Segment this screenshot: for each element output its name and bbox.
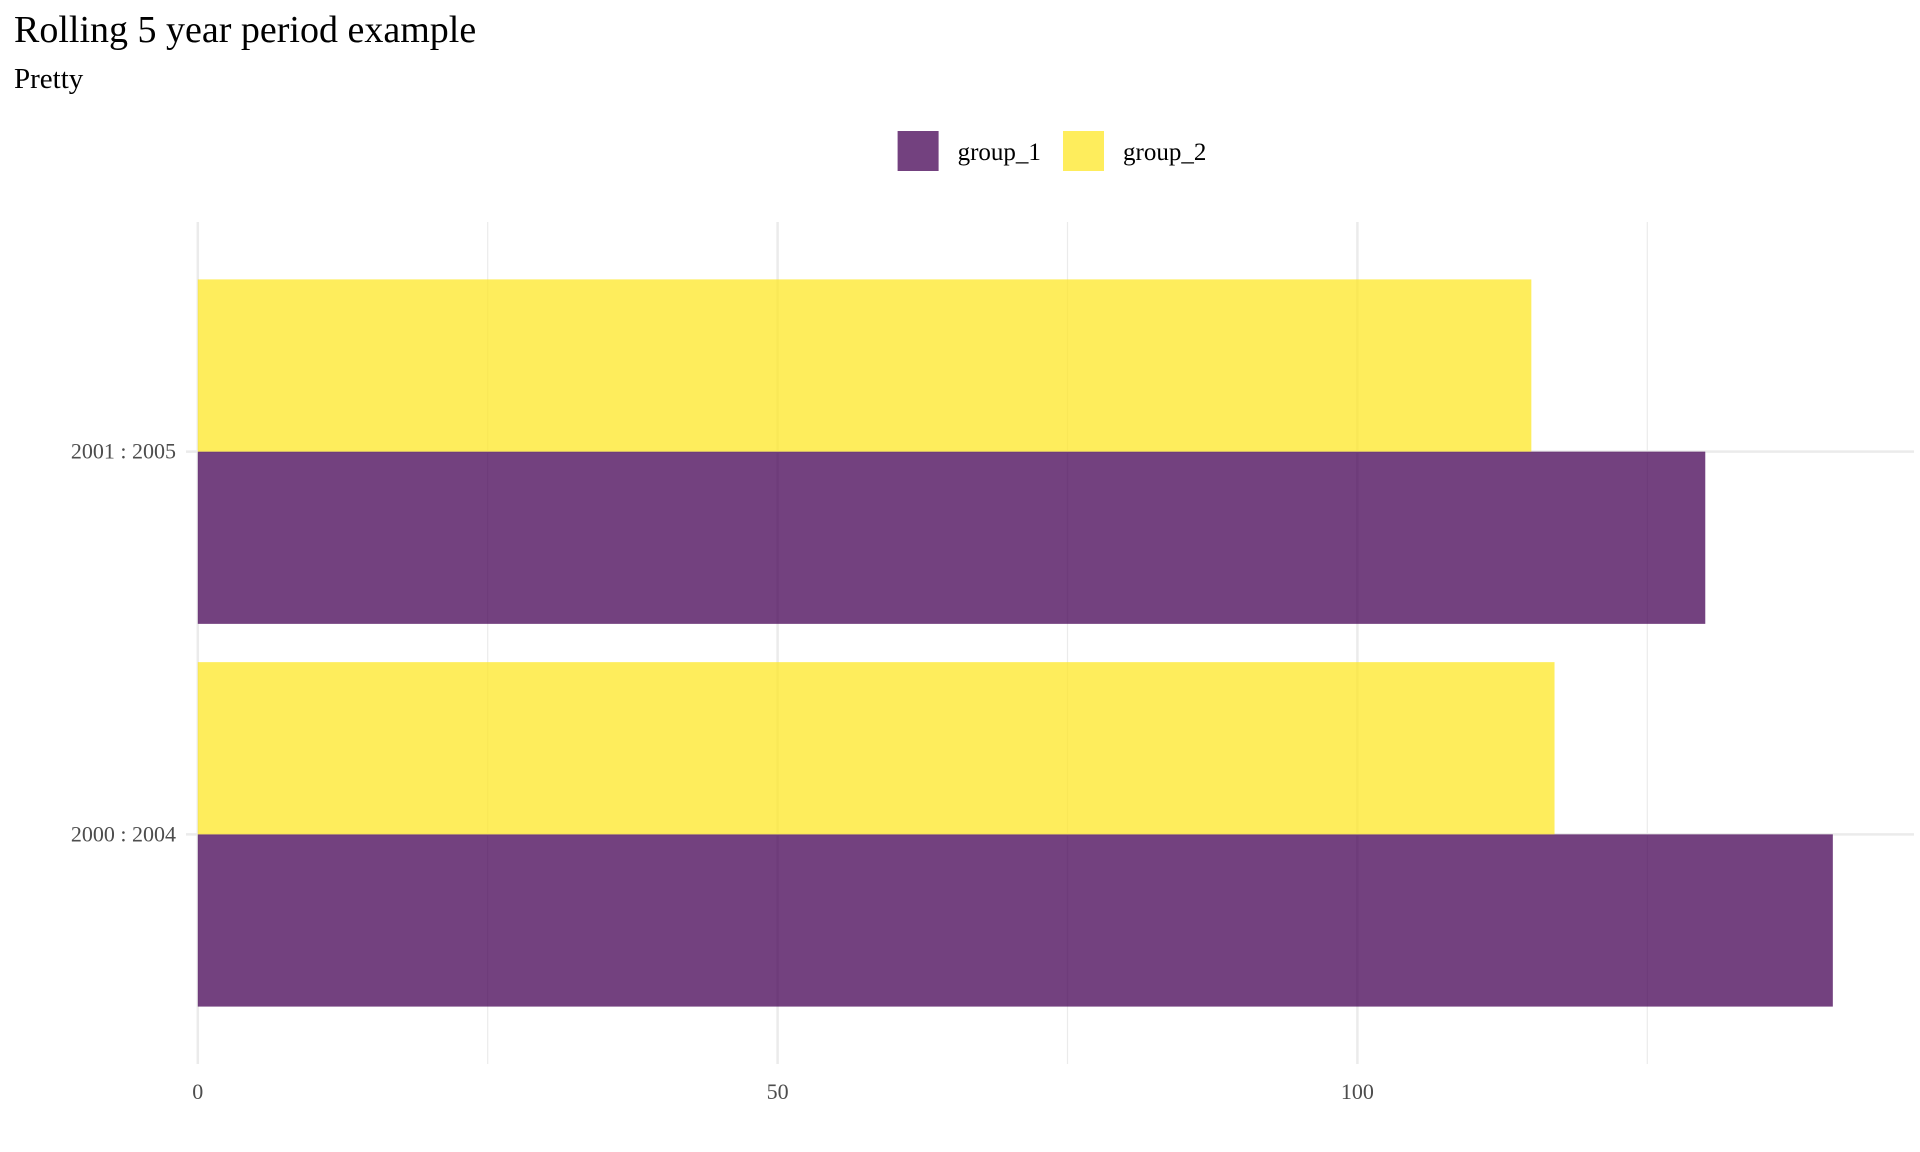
legend-key-group_1	[897, 131, 939, 171]
y-tick-label: 2000 : 2004	[71, 821, 176, 846]
bar-group_2	[197, 279, 1532, 452]
x-tick-label: 100	[1341, 1079, 1374, 1104]
chart-subtitle: Pretty	[14, 63, 84, 95]
chart-title: Rolling 5 year period example	[14, 9, 476, 51]
x-axis: 0 50 100	[192, 1079, 1374, 1104]
x-tick-label: 0	[192, 1079, 203, 1104]
bars	[197, 279, 1833, 1007]
legend-key-group_2	[1063, 131, 1104, 171]
legend-label-group_2: group_2	[1123, 139, 1206, 166]
y-tick-label: 2001 : 2005	[71, 439, 176, 464]
bar-group_1	[197, 834, 1833, 1007]
legend-label-group_1: group_1	[958, 139, 1041, 166]
bar-group_1	[197, 451, 1706, 624]
legend: group_1 group_2	[897, 131, 1206, 171]
x-tick-label: 50	[767, 1079, 789, 1104]
y-axis: 2000 : 2004 2001 : 2005	[71, 439, 192, 846]
bar-group_2	[197, 662, 1555, 835]
